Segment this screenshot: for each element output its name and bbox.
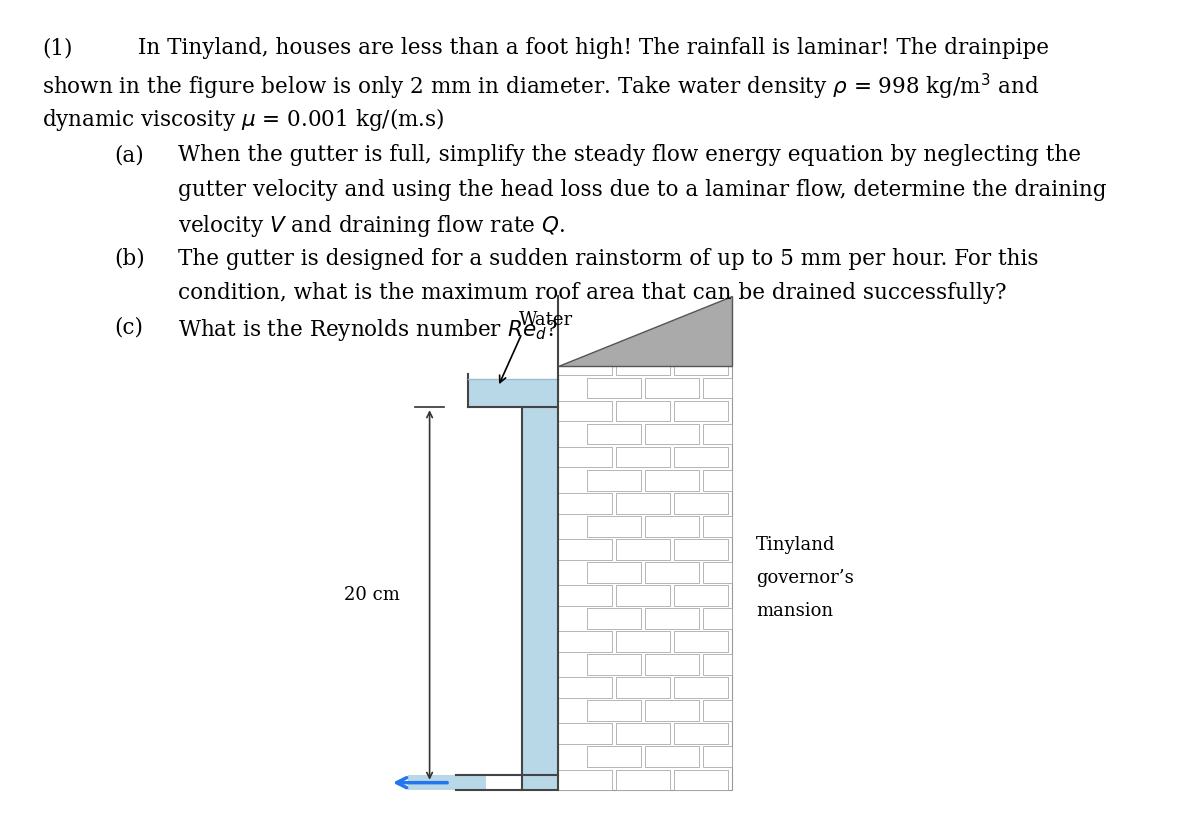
Bar [558,677,612,698]
Bar [703,424,732,444]
Text: gutter velocity and using the head loss due to a laminar flow, determine the dra: gutter velocity and using the head loss … [178,179,1106,201]
Text: condition, what is the maximum roof area that can be drained successfully?: condition, what is the maximum roof area… [178,282,1006,305]
Text: (b): (b) [114,248,145,270]
Text: (c): (c) [114,317,143,339]
Bar [558,401,612,421]
Text: dynamic viscosity $\mu$ = 0.001 kg/(m.s): dynamic viscosity $\mu$ = 0.001 kg/(m.s) [42,106,444,133]
Bar [646,608,700,629]
Bar [587,424,641,444]
Bar [703,516,732,537]
Bar [616,677,671,698]
Text: Tinyland: Tinyland [756,537,835,554]
Bar [674,631,728,652]
Bar [674,585,728,606]
Bar [558,770,612,790]
Bar [703,608,732,629]
Bar [522,407,558,790]
Bar [616,770,671,790]
Bar [646,746,700,767]
Bar [558,631,612,652]
Bar [674,447,728,467]
Bar [616,447,671,467]
Bar [646,516,700,537]
Bar [616,493,671,514]
Bar [558,447,612,467]
Bar [646,700,700,721]
Bar [616,401,671,421]
Text: mansion: mansion [756,602,833,620]
Bar [703,700,732,721]
Text: (1): (1) [42,37,72,59]
Bar [703,654,732,675]
Bar [703,746,732,767]
Bar [587,378,641,398]
Bar [674,770,728,790]
Bar [674,493,728,514]
Text: When the gutter is full, simplify the steady flow energy equation by neglecting : When the gutter is full, simplify the st… [178,144,1080,166]
Bar [558,493,612,514]
Bar [646,470,700,491]
Bar [558,366,732,790]
Bar [703,562,732,583]
Bar [616,585,671,606]
Bar [558,723,612,744]
Bar [587,700,641,721]
Text: 20 cm: 20 cm [343,586,400,604]
Bar [674,723,728,744]
Bar [674,366,728,375]
Text: velocity $V$ and draining flow rate $Q$.: velocity $V$ and draining flow rate $Q$. [178,213,564,239]
Bar [646,562,700,583]
Bar [703,470,732,491]
Bar [408,775,486,790]
Text: The gutter is designed for a sudden rainstorm of up to 5 mm per hour. For this: The gutter is designed for a sudden rain… [178,248,1038,270]
Bar [616,631,671,652]
Bar [674,401,728,421]
Text: governor’s: governor’s [756,570,853,587]
Polygon shape [558,296,732,366]
Bar [587,608,641,629]
Bar [646,654,700,675]
Bar [703,378,732,398]
Text: Water: Water [518,311,574,329]
Text: What is the Reynolds number $\mathit{Re}_d$?: What is the Reynolds number $\mathit{Re}… [178,317,558,343]
Bar [674,677,728,698]
Bar [674,539,728,560]
Bar [616,723,671,744]
Bar [587,654,641,675]
Bar [558,539,612,560]
Text: shown in the figure below is only 2 mm in diameter. Take water density $\rho$ = : shown in the figure below is only 2 mm i… [42,72,1039,102]
Bar [587,562,641,583]
Bar [616,539,671,560]
Text: (a): (a) [114,144,144,166]
Bar [558,585,612,606]
Bar [587,746,641,767]
Bar [646,378,700,398]
Bar [587,516,641,537]
Bar [558,366,612,375]
Text: In Tinyland, houses are less than a foot high! The rainfall is laminar! The drai: In Tinyland, houses are less than a foot… [138,37,1049,59]
Bar [616,366,671,375]
Bar [587,470,641,491]
Bar [468,379,558,407]
Bar [646,424,700,444]
